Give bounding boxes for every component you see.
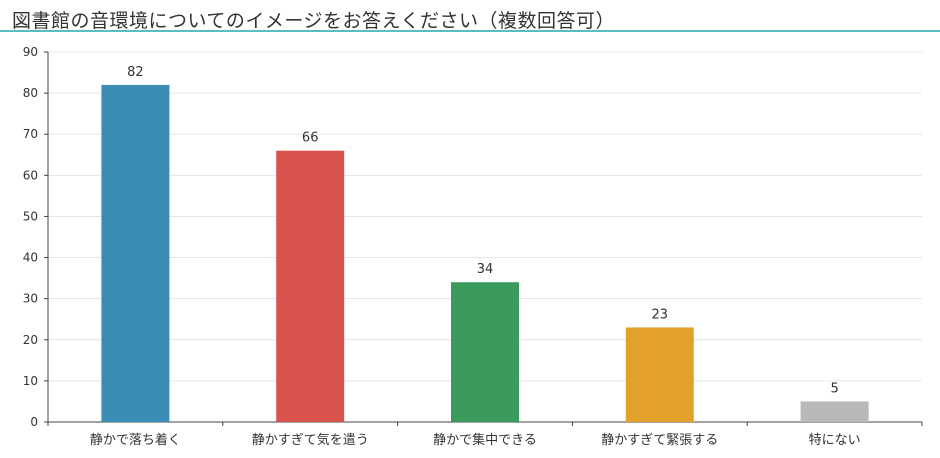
y-tick-label: 30 <box>23 292 38 306</box>
chart-title: 図書館の音環境についてのイメージをお答えください（複数回答可） <box>12 10 615 32</box>
y-tick-label: 20 <box>23 333 38 347</box>
x-category-label: 静かすぎて気を遣う <box>252 432 369 448</box>
y-tick-label: 60 <box>23 168 38 182</box>
x-category-label: 静かで落ち着く <box>90 432 181 448</box>
y-tick-label: 10 <box>23 374 38 388</box>
y-tick-label: 0 <box>30 415 38 429</box>
y-tick-label: 90 <box>23 45 38 59</box>
bar-value-label: 5 <box>830 381 838 396</box>
x-category-label: 静かすぎて緊張する <box>601 433 718 448</box>
y-tick-label: 40 <box>23 251 38 265</box>
labels: 0 10 20 30 40 50 60 70 80 90 82 静かで落ち着く 66 静かすぎて気を遣う 3… <box>23 45 861 448</box>
bar <box>451 282 519 422</box>
bar <box>276 150 345 422</box>
y-tick-label: 80 <box>23 86 38 100</box>
x-category-label: 特にない <box>809 433 861 448</box>
y-tick-label: 70 <box>23 127 38 141</box>
bar-value-label: 82 <box>127 65 144 80</box>
bar-value-label: 66 <box>302 131 319 146</box>
bar <box>101 84 170 422</box>
bars <box>101 84 869 422</box>
title-underline <box>0 30 940 32</box>
y-tick-label: 50 <box>23 209 38 223</box>
bar-value-label: 23 <box>652 307 669 322</box>
bar <box>625 327 694 422</box>
bar <box>800 401 869 422</box>
x-category-label: 静かで集中できる <box>433 432 537 448</box>
bar-value-label: 34 <box>477 262 494 277</box>
